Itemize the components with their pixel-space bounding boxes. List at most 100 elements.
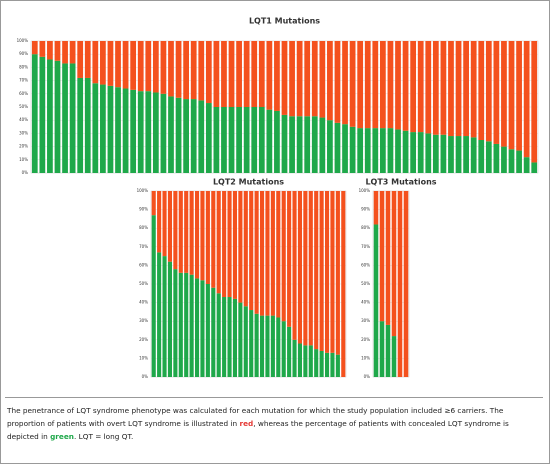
bar-segment [107,41,114,86]
bar-segment [227,191,232,298]
bar-segment [327,120,333,173]
charts: LQT1 Mutations 0% 10% 20% 30% 40% 50% 60% 70% 80%… [17,17,539,379]
bar-segment [198,100,205,173]
bar-segment [303,345,308,377]
bar-segment [425,41,432,134]
bar-segment [167,261,173,377]
bar-segment [115,87,121,173]
bar-segment [122,41,129,89]
bar-segment [276,317,281,377]
bar-segment [372,41,379,129]
bar-segment [84,41,91,78]
bar-segment [162,256,167,377]
y-tick-label: 100% [17,38,29,43]
bar-segment [373,191,379,225]
y-tick-label: 80% [139,225,148,230]
caption-text: . LQT = long QT. [74,432,134,441]
caption-red: red [239,419,254,428]
bar-segment [432,134,439,173]
bar-segment [265,191,270,316]
bar-segment [157,191,162,253]
y-tick-label: 70% [361,244,370,249]
bar-segment [243,107,250,173]
bar-segment [31,41,38,55]
bar-segment [335,354,340,377]
bar-segment [297,343,303,377]
bar-segment [77,41,84,78]
bar-segment [448,136,454,173]
bar-segment [463,41,469,137]
bar-segment [205,191,210,284]
bar-segment [314,191,319,350]
bar-segment [357,128,364,173]
bar-segment [314,349,319,377]
bar-segment [501,41,507,147]
bar-segment [194,191,200,279]
bar-segment [92,41,99,84]
bar-segment [281,191,286,322]
bar-segment [266,41,273,110]
bar-segment [183,99,190,173]
bar-segment [330,352,335,377]
bar-segment [137,41,144,92]
bar-segment [122,88,129,173]
bar-segment [508,41,515,150]
bar-segment [236,41,242,107]
bar-segment [39,56,46,174]
bar-segment [205,41,212,104]
bar-segment [531,162,538,173]
bar-segment [238,302,243,377]
y-tick-label: 50% [139,281,148,286]
bar-segment [397,191,403,377]
y-tick-label: 100% [359,188,371,193]
bar-segment [455,136,462,173]
bar-segment [130,89,137,173]
bar-segment [364,128,371,173]
bar-segment [372,128,379,173]
bar-segment [387,41,394,129]
bar-segment [391,336,397,377]
bar-segment [303,191,308,346]
bar-segment [478,140,485,173]
bar-segment [364,41,371,129]
bar-segment [308,191,313,346]
bar-segment [523,41,530,158]
bar-segment [319,191,324,351]
bar-segment [395,41,401,130]
bar-segment [175,41,182,98]
bar-segment [373,224,379,377]
bar-segment [289,41,295,117]
bar-segment [100,41,106,85]
bar-segment [311,41,318,117]
bar-segment [270,315,275,377]
bar-segment [254,313,259,377]
bar-segment [152,41,159,93]
bar-segment [516,150,522,173]
bar-segment [319,41,326,118]
caption-green: green [50,432,74,441]
bar-segment [194,278,200,377]
bar-segment [304,116,311,173]
y-tick-label: 90% [361,207,370,212]
bar-segment [296,41,303,117]
bar-segment [236,107,242,173]
bar-segment [478,41,485,140]
bar-segment [100,84,106,173]
bar-segment [160,41,167,94]
bar-segment [485,41,492,142]
bar-segment [205,103,212,173]
bar-segment [251,41,258,107]
bar-segment [47,59,53,174]
bar-segment [243,306,248,377]
y-tick-label: 100% [137,188,149,193]
bar-segment [410,132,417,173]
bar-segment [281,321,286,377]
bar-segment [115,41,121,88]
bar-segment [232,191,238,299]
bar-segment [259,315,265,377]
bar-segment [402,41,409,131]
bar-segment [84,77,91,173]
bar-segment [228,41,235,107]
bar-segment [137,91,144,173]
